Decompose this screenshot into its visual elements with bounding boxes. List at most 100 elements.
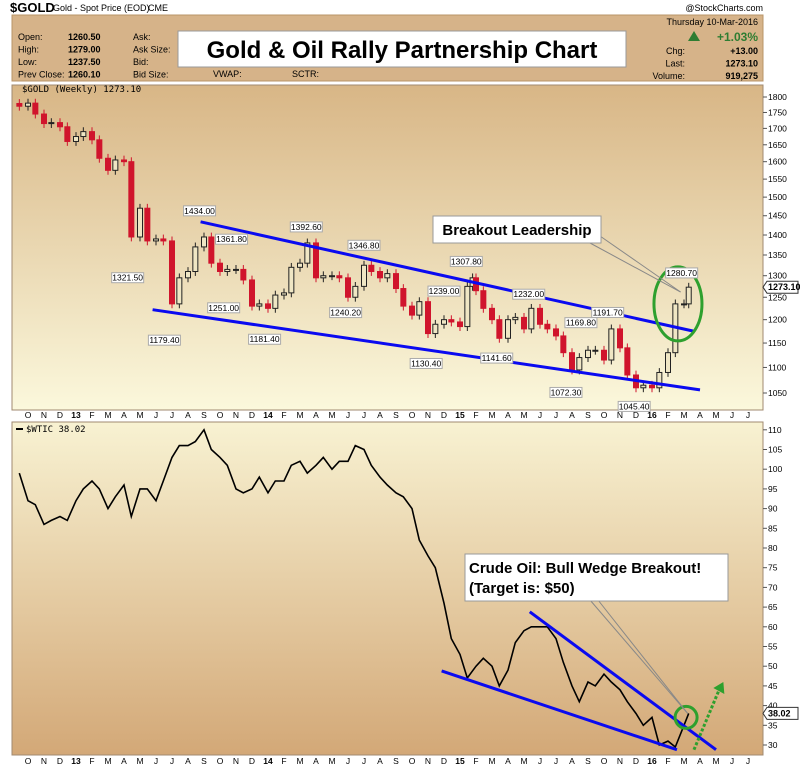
x-tick-label: N bbox=[41, 756, 47, 766]
candle bbox=[201, 236, 207, 248]
x-tick-label: A bbox=[121, 410, 127, 420]
x-tick-label: O bbox=[25, 410, 32, 420]
y-tick-label: 100 bbox=[768, 464, 782, 474]
chart-title-box: Gold & Oil Rally Partnership Chart bbox=[177, 30, 627, 68]
candle bbox=[160, 238, 167, 242]
x-tick-label: S bbox=[201, 410, 207, 420]
candle bbox=[224, 268, 231, 273]
candle bbox=[409, 305, 415, 316]
x-tick-label: M bbox=[296, 410, 303, 420]
x-tick-label: S bbox=[393, 756, 399, 766]
x-tick-label: O bbox=[601, 756, 608, 766]
field-label: Open: bbox=[18, 32, 43, 42]
field-label: Chg: bbox=[666, 46, 685, 56]
candle bbox=[345, 277, 351, 298]
x-tick-label: 16 bbox=[647, 756, 657, 766]
candle bbox=[457, 321, 463, 328]
x-tick-label: F bbox=[665, 756, 670, 766]
annotation-label: 1169.80 bbox=[566, 318, 596, 328]
oil-callout-line-1: Crude Oil: Bull Wedge Breakout! bbox=[469, 560, 701, 577]
annotation-box bbox=[665, 267, 699, 279]
x-tick-label: A bbox=[569, 756, 575, 766]
annotation-box bbox=[248, 333, 282, 345]
y-tick-label: 60 bbox=[768, 622, 778, 632]
candle bbox=[16, 102, 23, 107]
vwap-label: VWAP: bbox=[213, 69, 242, 79]
candle bbox=[441, 319, 447, 325]
candle bbox=[528, 307, 535, 330]
candle bbox=[569, 352, 575, 371]
candle bbox=[320, 275, 327, 279]
projection-arrow-shaft bbox=[692, 686, 722, 751]
candle bbox=[649, 384, 655, 389]
x-tick-label: N bbox=[425, 756, 431, 766]
annotation-label: 1307.80 bbox=[451, 256, 482, 266]
x-tick-label: J bbox=[538, 756, 542, 766]
x-tick-label: F bbox=[281, 756, 286, 766]
x-tick-label: N bbox=[617, 410, 623, 420]
sctr-label: SCTR: bbox=[292, 69, 319, 79]
x-tick-label: F bbox=[89, 410, 94, 420]
candle bbox=[368, 264, 375, 273]
candle bbox=[505, 319, 511, 339]
x-tick-label: A bbox=[313, 756, 319, 766]
annotation-box bbox=[591, 306, 625, 318]
candle bbox=[272, 294, 279, 309]
candle bbox=[608, 328, 615, 361]
x-tick-label: S bbox=[585, 410, 591, 420]
candle bbox=[432, 323, 439, 335]
y-tick-label: 105 bbox=[768, 445, 782, 455]
candle bbox=[144, 207, 151, 242]
x-tick-label: M bbox=[680, 756, 687, 766]
candle bbox=[512, 316, 519, 321]
candle bbox=[185, 271, 191, 279]
candle bbox=[416, 301, 423, 316]
candle bbox=[25, 102, 31, 107]
candle bbox=[377, 271, 383, 279]
annotation-label: 1280.70 bbox=[666, 268, 697, 278]
annotation-label: 1130.40 bbox=[411, 358, 441, 368]
annotation-label: 1239.00 bbox=[429, 286, 460, 296]
candle bbox=[281, 292, 287, 296]
y-tick-label: 1750 bbox=[768, 107, 787, 117]
x-tick-label: 15 bbox=[455, 410, 465, 420]
candle bbox=[521, 316, 527, 330]
chart-title: Gold & Oil Rally Partnership Chart bbox=[207, 37, 598, 64]
x-tick-label: D bbox=[633, 410, 639, 420]
candle bbox=[297, 262, 303, 268]
x-tick-label: J bbox=[154, 756, 158, 766]
x-tick-label: A bbox=[185, 410, 191, 420]
y-tick-label: 85 bbox=[768, 523, 778, 533]
x-tick-label: M bbox=[104, 410, 111, 420]
annotation-label: 1346.80 bbox=[349, 240, 380, 250]
trendline bbox=[152, 308, 701, 392]
gold-last-price-tag: 1273.10 bbox=[762, 280, 800, 294]
annotation-box bbox=[215, 233, 249, 245]
candle bbox=[41, 113, 47, 125]
y-tick-label: 1100 bbox=[768, 362, 787, 372]
field-label: Volume: bbox=[652, 71, 685, 81]
x-tick-label: J bbox=[746, 410, 750, 420]
annotation-label: 1392.60 bbox=[291, 222, 322, 232]
annotation-box bbox=[329, 307, 363, 319]
field-value: 1260.10 bbox=[68, 70, 101, 80]
y-tick-label: 1650 bbox=[768, 140, 787, 150]
x-tick-label: D bbox=[441, 410, 447, 420]
annotation-label: 1434.00 bbox=[184, 206, 215, 216]
y-tick-label: 1500 bbox=[768, 192, 787, 202]
candle bbox=[137, 207, 143, 238]
annotation-label: 1072.30 bbox=[551, 387, 582, 397]
trendline bbox=[528, 610, 717, 751]
gold-last-price: 1273.10 bbox=[768, 282, 800, 292]
annotation-label: 1181.40 bbox=[250, 334, 280, 344]
annotation-label: 1141.60 bbox=[482, 353, 512, 363]
y-tick-label: 50 bbox=[768, 661, 778, 671]
x-tick-label: A bbox=[313, 410, 319, 420]
x-tick-label: J bbox=[730, 410, 734, 420]
candle bbox=[57, 122, 63, 128]
y-tick-label: 30 bbox=[768, 740, 778, 750]
y-tick-label: 1700 bbox=[768, 123, 787, 133]
y-tick-label: 110 bbox=[768, 425, 782, 435]
y-tick-label: 90 bbox=[768, 504, 778, 514]
